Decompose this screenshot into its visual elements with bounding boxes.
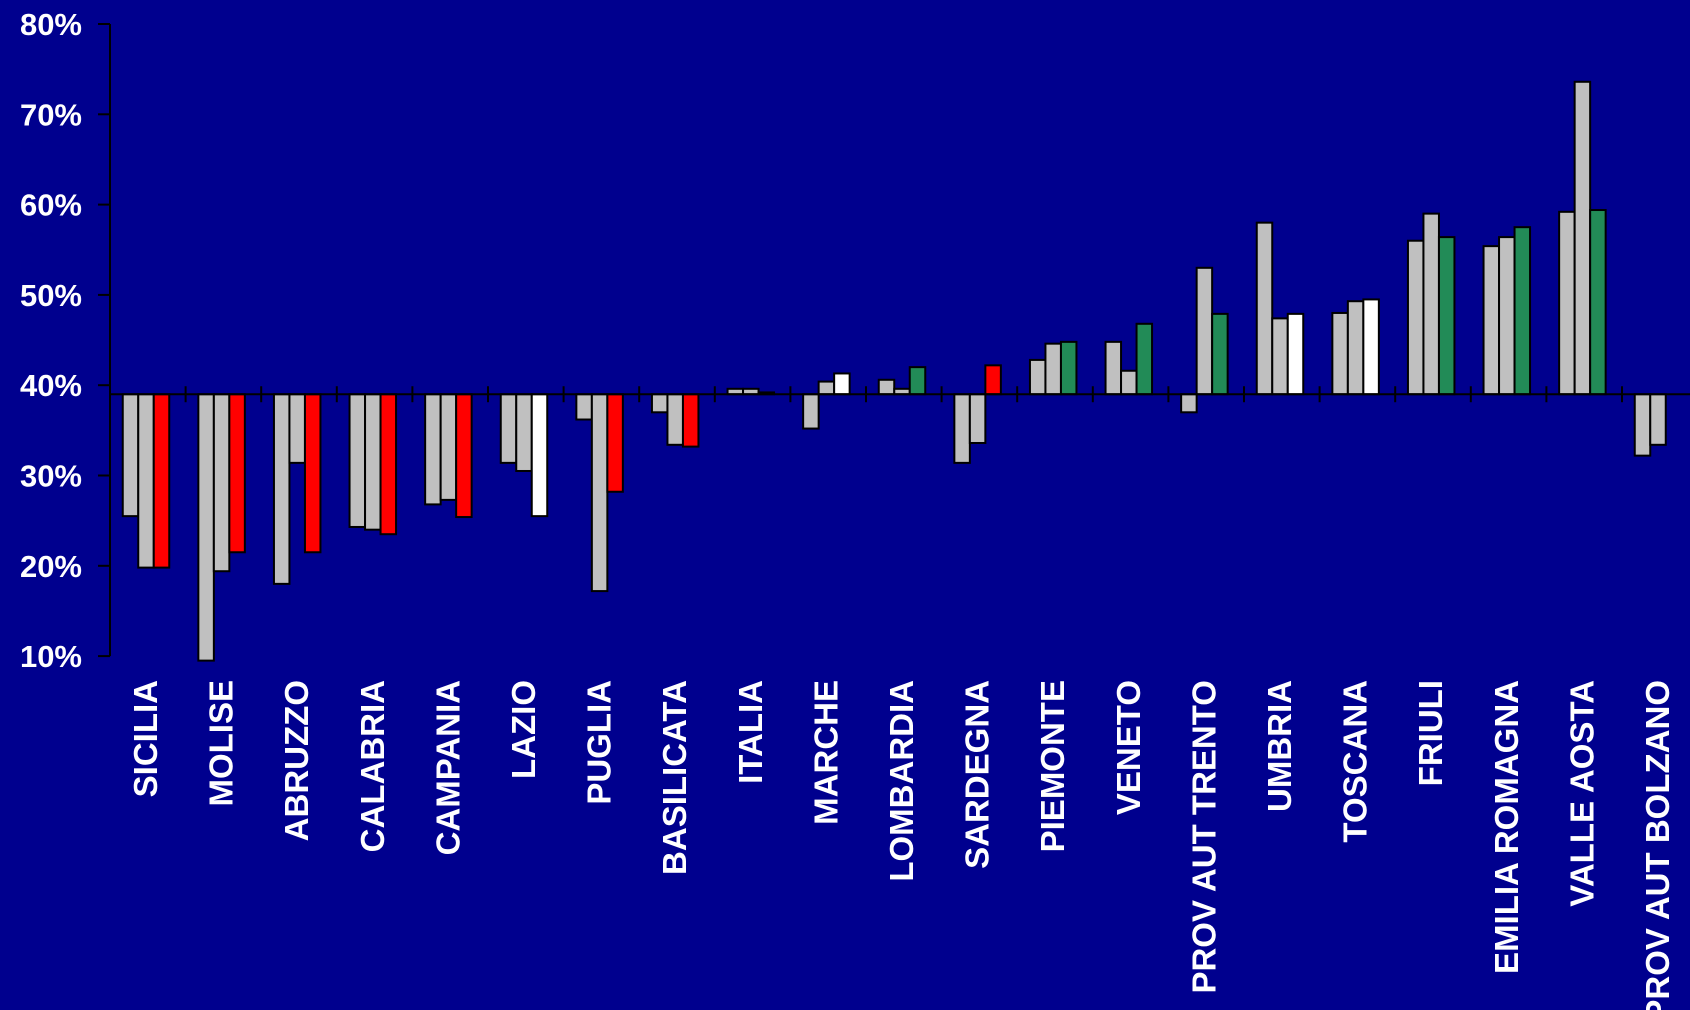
bar [152, 393, 171, 569]
category-labels: SICILIA MOLISE ABRUZZO CALABRIA CAMPANIA LAZI… [127, 680, 1676, 1010]
category-label: LOMBARDIA [883, 680, 920, 882]
bar [590, 393, 609, 593]
bar [1422, 212, 1440, 396]
bar [439, 393, 458, 501]
bar [515, 393, 533, 472]
category-label: UMBRIA [1261, 680, 1298, 812]
bar [1346, 300, 1365, 396]
bar [1649, 393, 1667, 446]
y-tick-label: 40% [20, 368, 82, 403]
bar [606, 393, 624, 493]
y-tick-label: 60% [20, 188, 82, 223]
category-label: VALLE AOSTA [1563, 680, 1600, 907]
category-label: TOSCANA [1337, 680, 1374, 843]
bar [1120, 369, 1138, 396]
bar [877, 378, 896, 396]
bar [303, 393, 322, 554]
bar [1286, 312, 1305, 396]
category-label: PIEMONTE [1034, 680, 1071, 852]
y-tick-label: 10% [20, 639, 82, 674]
bar [455, 393, 473, 519]
bar [212, 393, 231, 573]
bar [197, 393, 215, 662]
category-label: PROV AUT TRENTO [1185, 680, 1222, 994]
bar [1135, 322, 1154, 396]
bar [530, 393, 549, 518]
bar [575, 393, 593, 421]
y-tick-label: 70% [20, 97, 82, 132]
y-tick-label: 30% [20, 459, 82, 494]
category-label: MARCHE [807, 680, 844, 825]
bar [1437, 236, 1456, 396]
bar [1589, 209, 1607, 396]
bar [650, 393, 669, 414]
bar [379, 393, 398, 536]
bar [348, 393, 367, 528]
bar [272, 393, 291, 585]
category-label: PROV AUT BOLZANO [1639, 680, 1676, 1010]
bar [1104, 340, 1123, 396]
bar [1271, 317, 1289, 396]
bar [984, 364, 1002, 396]
bar [228, 393, 246, 554]
bar [666, 393, 684, 446]
category-label: SICILIA [127, 680, 164, 797]
bar [817, 380, 836, 396]
bar [1255, 221, 1274, 396]
y-tick-label: 20% [20, 549, 82, 584]
bar [1513, 226, 1532, 396]
category-label: MOLISE [203, 680, 240, 807]
bar [121, 393, 140, 518]
category-label: ABRUZZO [278, 680, 315, 841]
bar [681, 393, 700, 448]
bar [1180, 393, 1198, 414]
bar [1195, 266, 1214, 396]
bar [968, 393, 987, 444]
bar [424, 393, 442, 506]
category-label: BASILICATA [656, 680, 693, 875]
category-label: CAMPANIA [429, 680, 466, 855]
category-label: VENETO [1110, 680, 1147, 815]
category-label: LAZIO [505, 680, 542, 779]
bar [1573, 80, 1592, 396]
y-axis: 10% 20% 30% 40% 50% 60% 70% 80% [20, 7, 111, 674]
bar [1633, 393, 1652, 457]
bar [364, 393, 382, 531]
bar [1558, 210, 1576, 396]
category-label: FRIULI [1412, 680, 1449, 786]
category-label: SARDEGNA [959, 680, 996, 869]
bar [1331, 311, 1349, 396]
bar [1362, 298, 1380, 396]
bar [499, 393, 518, 464]
category-label: ITALIA [732, 680, 769, 784]
category-label: CALABRIA [354, 680, 391, 852]
bar [908, 366, 927, 396]
bars [121, 80, 1667, 662]
bar [953, 393, 971, 464]
bar [1044, 342, 1062, 396]
bar [1406, 239, 1425, 396]
bar [288, 393, 306, 464]
y-tick-label: 50% [20, 278, 82, 313]
bar [1211, 312, 1229, 396]
baseline-axis [109, 386, 1690, 403]
bar [833, 372, 851, 396]
category-label: PUGLIA [581, 680, 618, 805]
bar [1028, 358, 1047, 396]
bar [1482, 245, 1501, 396]
bar [137, 393, 155, 569]
category-label: EMILIA ROMAGNA [1488, 680, 1525, 974]
bar [1059, 340, 1078, 396]
bar [802, 393, 820, 430]
y-tick-label: 80% [20, 7, 82, 42]
bar [1498, 236, 1516, 396]
